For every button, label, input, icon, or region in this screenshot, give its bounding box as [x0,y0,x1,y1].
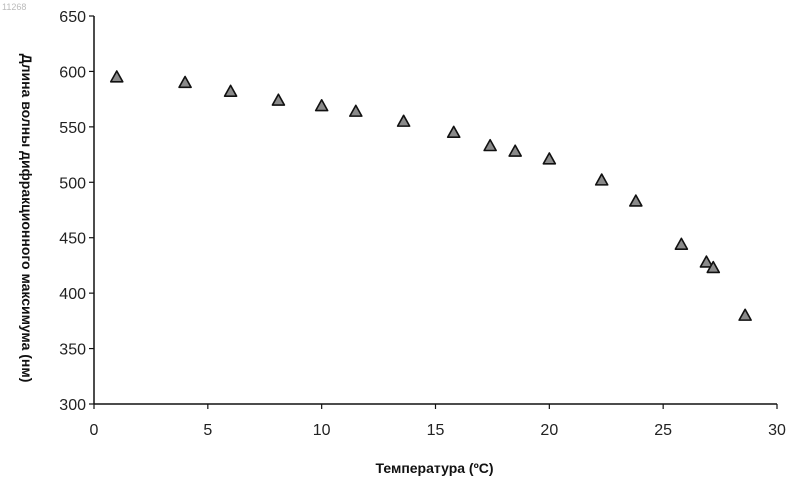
data-point-17 [739,309,751,320]
data-point-2 [179,77,191,88]
y-tick-label: 350 [59,342,86,359]
data-point-13 [630,195,642,206]
y-tick-label: 400 [59,286,86,303]
data-point-14 [675,238,687,249]
data-point-10 [509,145,521,156]
data-point-12 [596,174,608,185]
y-tick-label: 450 [59,231,86,248]
data-point-9 [484,140,496,151]
x-tick-label: 25 [654,422,672,439]
data-point-4 [272,94,284,105]
x-tick-label: 15 [427,422,445,439]
y-tick-label: 600 [59,64,86,81]
data-points [111,71,751,320]
ticks-group: 300 350 400 450 500 550 600 650 0 5 10 15 20 25 30 [59,9,786,439]
y-tick-label: 650 [59,9,86,26]
x-axis-title: Температура (ºC) [376,460,494,476]
data-point-7 [398,115,410,126]
y-tick-label: 300 [59,397,86,414]
data-point-6 [350,105,362,116]
data-point-3 [225,85,237,96]
y-tick-label: 500 [59,175,86,192]
y-tick-label: 550 [59,120,86,137]
data-point-1 [111,71,123,82]
x-tick-label: 0 [90,422,99,439]
data-point-8 [448,126,460,137]
x-tick-label: 5 [203,422,212,439]
x-tick-label: 30 [768,422,786,439]
y-axis-title: Длина волны дифракционного максимума (нм… [19,54,35,383]
corner-mark: 11268 [2,2,26,12]
data-point-5 [316,100,328,111]
data-point-11 [543,153,555,164]
x-tick-label: 20 [540,422,558,439]
x-tick-label: 10 [313,422,331,439]
